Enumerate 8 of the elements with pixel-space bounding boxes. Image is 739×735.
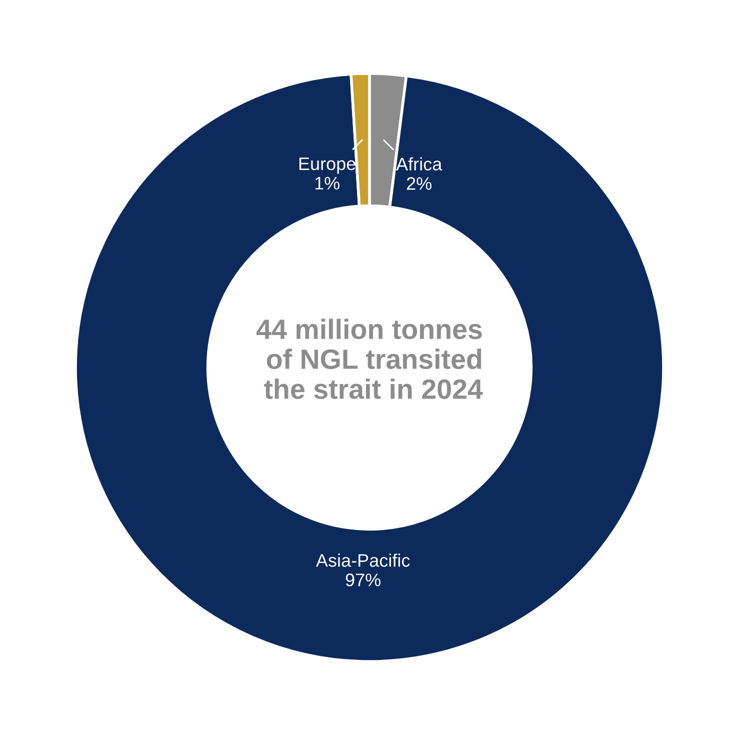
donut-slice xyxy=(74,72,665,663)
text: 44 million tonnes of NGL transited the strait in 2024 xyxy=(256,318,483,399)
slice-label: Asia-Pacific xyxy=(316,554,410,567)
data-label: 1% xyxy=(315,176,340,190)
slice-label: Europe xyxy=(299,158,356,174)
data-label: 97% xyxy=(346,574,381,586)
data-label: 2% xyxy=(406,177,432,190)
slice-label: Africa xyxy=(396,157,442,170)
